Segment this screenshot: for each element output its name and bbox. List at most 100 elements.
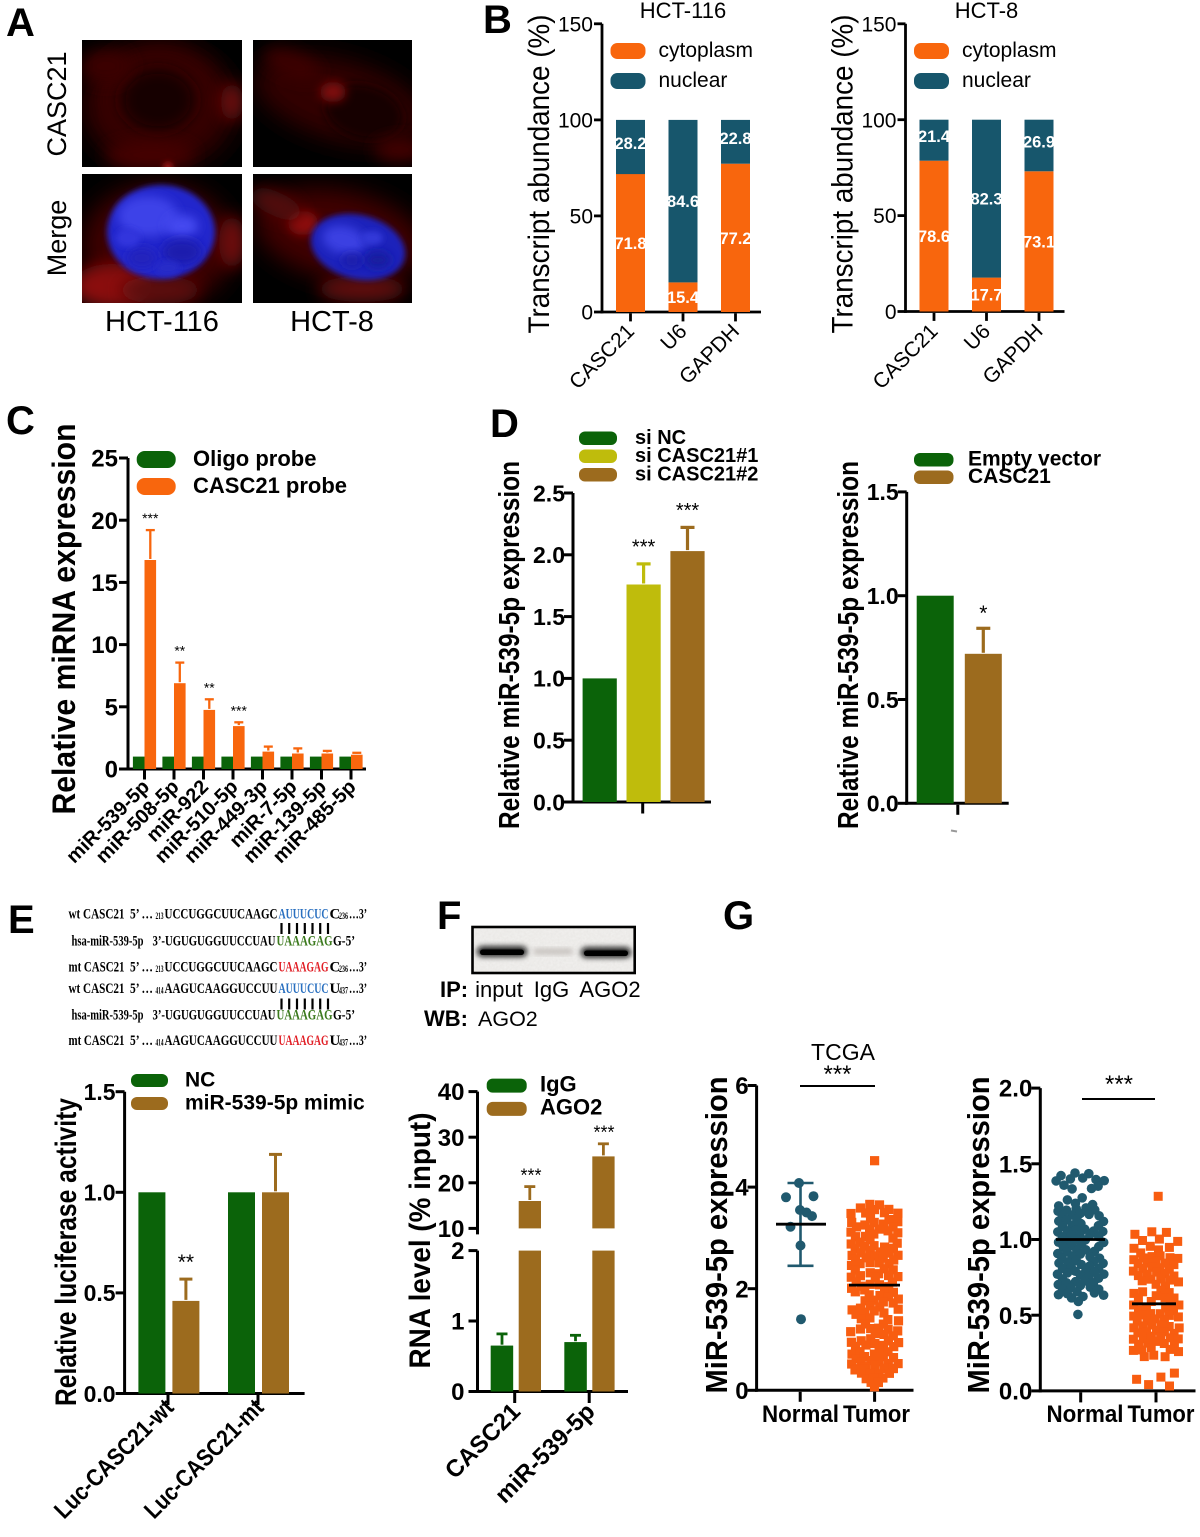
svg-text:0: 0 — [451, 1379, 464, 1406]
svg-text:0.0: 0.0 — [84, 1381, 116, 1407]
svg-text:4: 4 — [735, 1175, 749, 1202]
svg-text:wt CASC21: wt CASC21 — [69, 981, 125, 997]
svg-text:TCGA: TCGA — [811, 1039, 876, 1065]
svg-text:1.5: 1.5 — [84, 1079, 116, 1105]
svg-text:si CASC21#2: si CASC21#2 — [635, 464, 758, 486]
svg-text:hsa-miR-539-5p: hsa-miR-539-5p — [72, 1008, 144, 1024]
svg-text:AUUUCUC: AUUUCUC — [279, 907, 329, 923]
svg-text:CASC21: CASC21 — [968, 465, 1051, 488]
svg-text:78.6: 78.6 — [918, 228, 950, 246]
svg-text:437: 437 — [339, 1038, 348, 1048]
svg-text:MiR-539-5p expression: MiR-539-5p expression — [961, 1077, 996, 1394]
svg-text:3’-UGUGUGGUUCCUAU: 3’-UGUGUGGUUCCUAU — [153, 1008, 276, 1024]
svg-text:**: ** — [204, 679, 215, 695]
svg-text:…3’: …3’ — [349, 1033, 367, 1049]
svg-text:77.2: 77.2 — [719, 230, 751, 248]
svg-text:HCT-116: HCT-116 — [105, 306, 219, 338]
svg-text:71.8: 71.8 — [614, 235, 646, 253]
svg-text:1.0: 1.0 — [533, 666, 565, 692]
svg-text:0.5: 0.5 — [867, 687, 899, 713]
svg-text:1.0: 1.0 — [867, 583, 899, 609]
svg-text:input: input — [475, 977, 523, 1002]
svg-text:UCCUGGCUUCAAGC: UCCUGGCUUCAAGC — [165, 960, 278, 976]
svg-text:1: 1 — [451, 1309, 464, 1336]
svg-text:HCT-8: HCT-8 — [955, 0, 1019, 23]
svg-text:nuclear: nuclear — [962, 69, 1031, 92]
svg-text:IP:: IP: — [440, 977, 468, 1002]
svg-text:100: 100 — [558, 109, 593, 132]
svg-text:Merge: Merge — [42, 200, 72, 277]
svg-text:G-5’: G-5’ — [333, 934, 355, 950]
svg-text:AGO2: AGO2 — [478, 1007, 538, 1031]
svg-text:wt CASC21: wt CASC21 — [69, 907, 125, 923]
svg-text:HCT-8: HCT-8 — [290, 306, 374, 338]
svg-text:IgG: IgG — [540, 1072, 577, 1097]
svg-text:25: 25 — [91, 446, 118, 473]
svg-text:mt CASC21: mt CASC21 — [69, 1033, 125, 1049]
svg-text:UAAAGAG: UAAAGAG — [277, 1008, 333, 1024]
svg-text:***: *** — [142, 510, 159, 526]
svg-text:150: 150 — [861, 13, 896, 36]
svg-text:Transcript abundance (%): Transcript abundance (%) — [523, 15, 556, 334]
svg-text:U: U — [330, 981, 341, 997]
svg-text:2.5: 2.5 — [533, 480, 565, 506]
svg-text:20: 20 — [91, 508, 118, 535]
svg-text:Tumor: Tumor — [843, 1401, 910, 1428]
svg-text:82.3: 82.3 — [970, 191, 1002, 209]
svg-text:…3’: …3’ — [349, 981, 367, 997]
svg-text:1.5: 1.5 — [533, 604, 565, 630]
svg-text:73.1: 73.1 — [1023, 233, 1055, 251]
svg-text:84.6: 84.6 — [667, 193, 699, 211]
svg-text:5’ …: 5’ … — [130, 907, 153, 923]
svg-text:213: 213 — [156, 911, 164, 921]
svg-text:***: *** — [593, 1123, 614, 1143]
svg-text:Relative luciferase activity: Relative luciferase activity — [50, 1098, 83, 1406]
svg-text:CASC21: CASC21 — [42, 51, 72, 156]
svg-text:B: B — [483, 0, 512, 42]
svg-text:28.2: 28.2 — [614, 135, 646, 153]
svg-text:MiR-539-5p expression: MiR-539-5p expression — [699, 1077, 734, 1394]
svg-text:AUUUCUC: AUUUCUC — [279, 981, 329, 997]
svg-text:**: ** — [174, 643, 185, 659]
svg-text:C: C — [330, 960, 341, 976]
svg-text:5’ …: 5’ … — [130, 981, 153, 997]
svg-text:***: *** — [676, 500, 700, 522]
svg-text:0.0: 0.0 — [867, 791, 899, 817]
svg-text:**: ** — [178, 1251, 194, 1274]
svg-text:CASC21 probe: CASC21 probe — [193, 473, 347, 498]
svg-text:1.5: 1.5 — [867, 479, 899, 505]
svg-text:Oligo probe: Oligo probe — [193, 446, 316, 471]
svg-text:Relative miRNA expression: Relative miRNA expression — [46, 424, 82, 815]
svg-text:mt CASC21: mt CASC21 — [69, 960, 125, 976]
svg-text:213: 213 — [156, 964, 164, 974]
svg-text:30: 30 — [438, 1125, 465, 1152]
svg-text:15.4: 15.4 — [667, 289, 700, 307]
svg-text:40: 40 — [438, 1079, 465, 1106]
svg-text:RNA level (% input): RNA level (% input) — [404, 1113, 437, 1369]
svg-text:U: U — [330, 1033, 341, 1049]
svg-text:…3’: …3’ — [349, 960, 367, 976]
svg-text:AGO2: AGO2 — [540, 1095, 602, 1120]
svg-text:5’ …: 5’ … — [130, 960, 153, 976]
svg-text:0.5: 0.5 — [533, 728, 565, 754]
svg-text:3’-UGUGUGGUUCCUAU: 3’-UGUGUGGUUCCUAU — [153, 934, 276, 950]
svg-text:E: E — [8, 898, 35, 942]
svg-text:17.7: 17.7 — [970, 287, 1002, 305]
svg-text:C: C — [330, 907, 341, 923]
svg-text:236: 236 — [339, 964, 348, 974]
svg-text:Normal: Normal — [762, 1401, 839, 1428]
svg-text:si CASC21#1: si CASC21#1 — [635, 445, 758, 467]
svg-text:F: F — [437, 894, 461, 938]
svg-text:cytoplasm: cytoplasm — [962, 39, 1057, 62]
svg-text:HCT-116: HCT-116 — [640, 0, 726, 23]
svg-text:Relative miR-539-5p expression: Relative miR-539-5p expression — [494, 461, 526, 829]
svg-text:Empty vector: Empty vector — [968, 448, 1101, 471]
svg-text:NC: NC — [185, 1069, 215, 1092]
svg-text:21.4: 21.4 — [918, 128, 951, 146]
svg-text:cytoplasm: cytoplasm — [659, 39, 754, 62]
svg-text:*: * — [979, 602, 987, 625]
svg-text:UAAAGAG: UAAAGAG — [277, 934, 333, 950]
svg-text:2.0: 2.0 — [533, 542, 565, 568]
svg-text:15: 15 — [91, 570, 118, 597]
svg-text:C: C — [6, 399, 35, 443]
